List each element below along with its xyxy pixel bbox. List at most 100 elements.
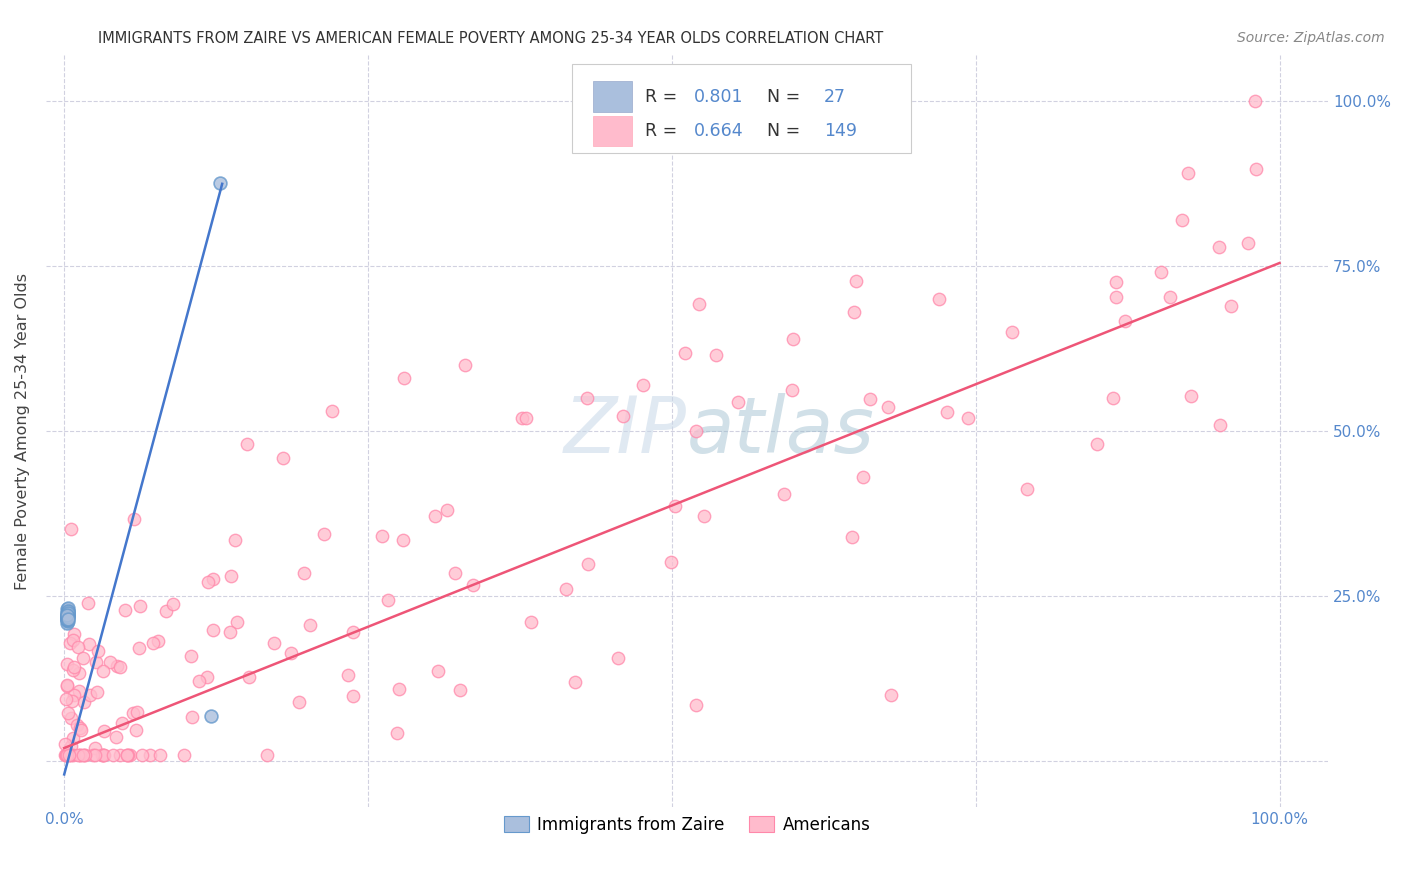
Point	[56, 747, 79, 762]
Point	[72, 747, 94, 762]
Point	[1236, 235, 1258, 250]
Point	[162, 597, 184, 611]
Point	[108, 660, 131, 674]
Point	[128, 641, 150, 656]
Point	[55, 747, 77, 762]
Point	[208, 176, 231, 190]
Point	[235, 437, 257, 451]
Point	[62, 632, 84, 647]
Point	[181, 710, 204, 724]
Text: IMMIGRANTS FROM ZAIRE VS AMERICAN FEMALE POVERTY AMONG 25-34 YEAR OLDS CORRELATI: IMMIGRANTS FROM ZAIRE VS AMERICAN FEMALE…	[98, 31, 883, 46]
Point	[377, 592, 399, 607]
Point	[67, 683, 90, 698]
Point	[342, 624, 364, 639]
Text: ZIP: ZIP	[564, 393, 688, 469]
Point	[515, 411, 537, 425]
Point	[280, 646, 302, 660]
Point	[55, 612, 77, 626]
Point	[84, 747, 107, 762]
Point	[87, 644, 110, 658]
Point	[180, 648, 202, 663]
Point	[841, 530, 863, 544]
Point	[1015, 482, 1038, 496]
Point	[62, 663, 84, 677]
Point	[782, 332, 804, 346]
Point	[928, 293, 950, 307]
Point	[56, 610, 79, 624]
Point	[77, 637, 100, 651]
Point	[1220, 299, 1243, 313]
Point	[201, 623, 224, 637]
Point	[612, 409, 634, 423]
Point	[631, 377, 654, 392]
Point	[427, 664, 450, 678]
Point	[271, 450, 294, 465]
Text: atlas: atlas	[688, 393, 875, 469]
Point	[200, 709, 222, 723]
Point	[73, 695, 96, 709]
Point	[155, 604, 177, 618]
Point	[77, 596, 100, 610]
Point	[131, 747, 153, 762]
Point	[111, 715, 134, 730]
Point	[659, 555, 682, 569]
Point	[86, 685, 108, 699]
Point	[575, 392, 598, 406]
Point	[173, 747, 195, 762]
Point	[91, 747, 114, 762]
Point	[72, 650, 94, 665]
Point	[105, 730, 128, 744]
Point	[69, 721, 91, 735]
Point	[55, 602, 77, 616]
Point	[58, 747, 80, 762]
Point	[56, 607, 79, 622]
Y-axis label: Female Poverty Among 25-34 Year Olds: Female Poverty Among 25-34 Year Olds	[15, 273, 30, 590]
Text: 0.801: 0.801	[693, 87, 742, 105]
Text: 0.664: 0.664	[693, 122, 744, 140]
Point	[1159, 290, 1181, 304]
Point	[56, 678, 79, 692]
Point	[67, 665, 90, 680]
Point	[956, 410, 979, 425]
Point	[84, 741, 107, 756]
Legend: Immigrants from Zaire, Americans: Immigrants from Zaire, Americans	[496, 809, 877, 840]
Point	[55, 607, 77, 622]
Point	[392, 533, 415, 548]
Point	[115, 747, 138, 762]
Point	[688, 296, 710, 310]
Point	[56, 610, 79, 624]
Point	[219, 624, 242, 639]
Text: 27: 27	[824, 87, 846, 105]
Point	[62, 660, 84, 674]
Point	[55, 609, 77, 624]
Point	[115, 747, 138, 762]
Point	[103, 747, 125, 762]
Point	[84, 655, 107, 669]
Point	[226, 615, 249, 630]
Point	[387, 726, 409, 740]
Point	[56, 657, 79, 672]
Point	[876, 400, 898, 414]
Point	[555, 582, 578, 596]
Point	[55, 737, 77, 751]
Point	[449, 683, 471, 698]
Point	[1171, 213, 1194, 227]
Point	[60, 694, 83, 708]
Point	[55, 613, 77, 627]
Point	[238, 670, 260, 684]
Point	[55, 612, 77, 626]
Point	[55, 691, 77, 706]
Point	[62, 731, 84, 746]
Point	[685, 424, 707, 438]
Point	[100, 656, 122, 670]
Point	[56, 609, 79, 624]
Point	[125, 723, 148, 737]
Point	[844, 305, 866, 319]
Point	[66, 718, 89, 732]
Point	[93, 724, 115, 739]
Point	[56, 605, 79, 619]
Point	[1105, 290, 1128, 304]
Point	[146, 634, 169, 648]
Point	[936, 405, 959, 419]
Point	[55, 612, 77, 626]
